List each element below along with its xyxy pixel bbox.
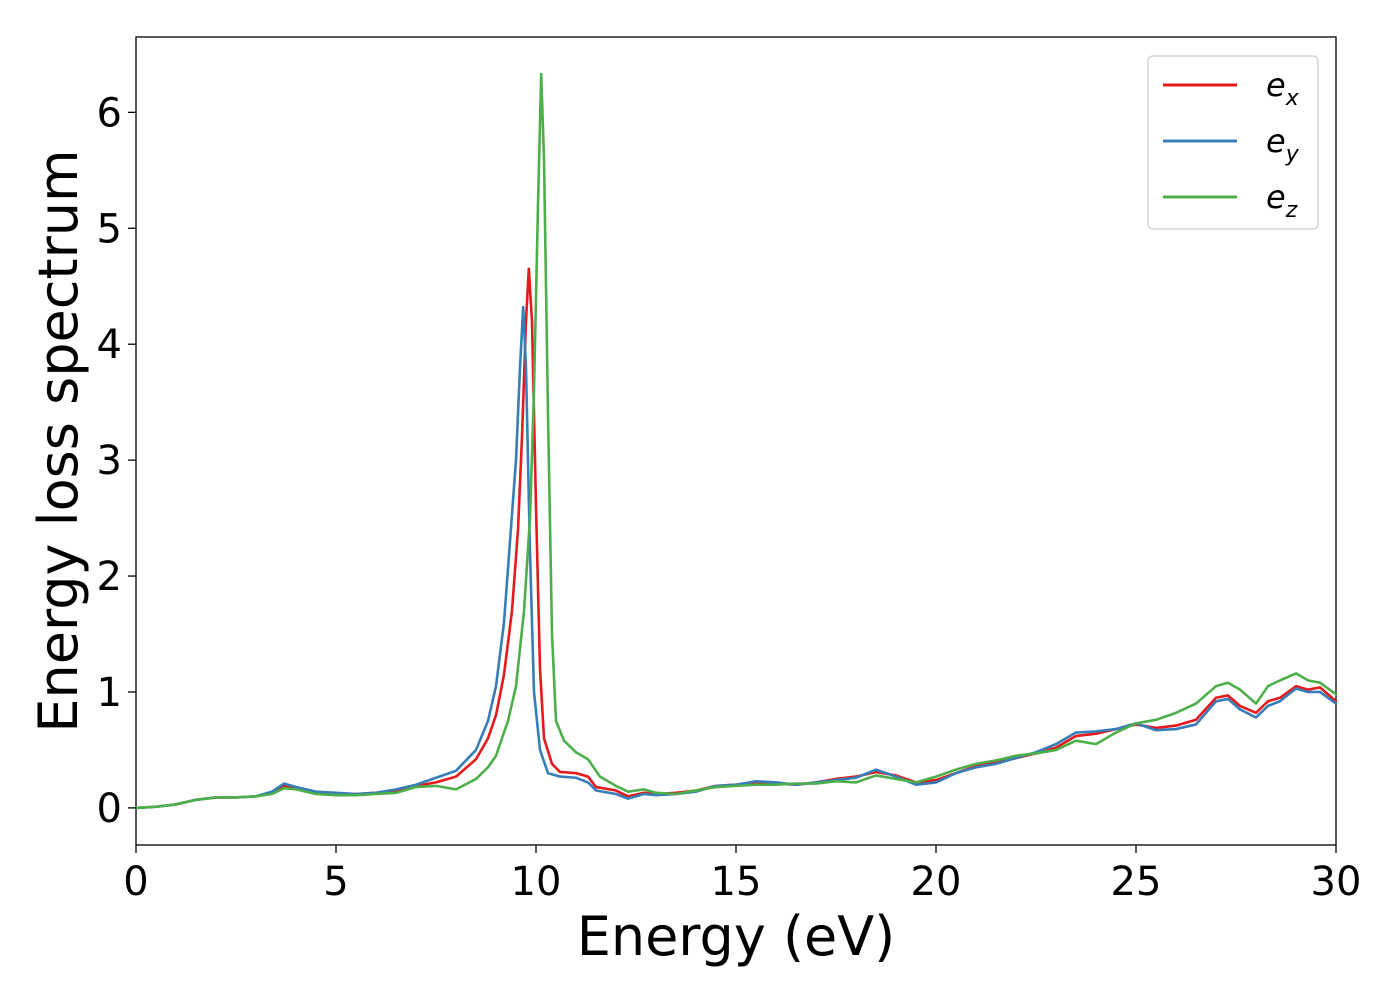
x-tick-label: 25: [1111, 859, 1162, 905]
y-tick-label: 6: [97, 90, 122, 136]
y-tick-label: 2: [97, 554, 122, 600]
x-tick-label: 5: [323, 859, 348, 905]
y-tick-label: 4: [97, 322, 122, 368]
x-axis-label: Energy (eV): [577, 905, 896, 968]
y-tick-label: 3: [97, 438, 122, 484]
y-tick-label: 0: [97, 786, 122, 832]
y-axis-label: Energy loss spectrum: [27, 149, 90, 732]
x-tick-label: 0: [123, 859, 148, 905]
x-tick-label: 30: [1311, 859, 1362, 905]
series-layer: [134, 72, 1338, 810]
x-tick-label: 20: [911, 859, 962, 905]
x-axis-ticks: 0 5 10 15 20 25 30: [123, 845, 1361, 905]
x-tick-label: 15: [711, 859, 762, 905]
y-axis-ticks: 0 1 2 3 4 5 6: [97, 90, 136, 832]
y-tick-label: 1: [97, 670, 122, 716]
series-line-z: [134, 72, 1338, 810]
x-tick-label: 10: [511, 859, 562, 905]
y-tick-label: 5: [97, 206, 122, 252]
